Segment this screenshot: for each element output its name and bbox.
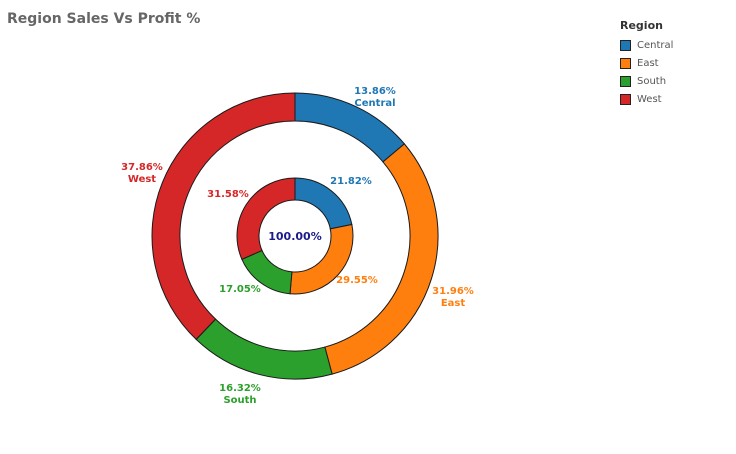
legend-label: West — [637, 93, 662, 105]
outer-label-name-west: West — [128, 174, 156, 185]
outer-label-name-east: East — [441, 298, 466, 309]
outer-label-value-west: 37.86% — [121, 162, 163, 173]
inner-label-value-south: 17.05% — [219, 284, 261, 295]
legend-swatch — [620, 93, 631, 105]
outer-label-value-south: 16.32% — [219, 383, 261, 394]
legend-swatch — [620, 39, 631, 51]
center-total-label: 100.00% — [268, 230, 321, 243]
inner-label-value-east: 29.55% — [336, 275, 378, 286]
legend-items: Central East South West — [620, 36, 673, 108]
legend-label: South — [637, 75, 667, 87]
legend-swatch — [620, 57, 631, 69]
legend-item-central[interactable]: Central — [620, 36, 673, 54]
legend-label: East — [637, 57, 659, 69]
outer-ring-slice-south[interactable] — [195, 318, 333, 380]
outer-ring-slice-west[interactable] — [151, 92, 296, 341]
legend-swatch — [620, 75, 631, 87]
outer-label-name-south: South — [223, 395, 256, 406]
chart-title: Region Sales Vs Profit % — [7, 11, 201, 27]
legend-item-west[interactable]: West — [620, 90, 673, 108]
inner-ring-slice-west[interactable] — [236, 177, 296, 260]
outer-label-value-east: 31.96% — [432, 286, 474, 297]
legend: Region Central East South West — [620, 19, 673, 108]
outer-label-name-central: Central — [354, 98, 395, 109]
legend-item-east[interactable]: East — [620, 54, 673, 72]
legend-label: Central — [637, 39, 674, 51]
outer-label-value-central: 13.86% — [354, 86, 396, 97]
inner-label-value-west: 31.58% — [207, 189, 249, 200]
inner-label-value-central: 21.82% — [330, 176, 372, 187]
legend-item-south[interactable]: South — [620, 72, 673, 90]
legend-title: Region — [620, 19, 663, 32]
